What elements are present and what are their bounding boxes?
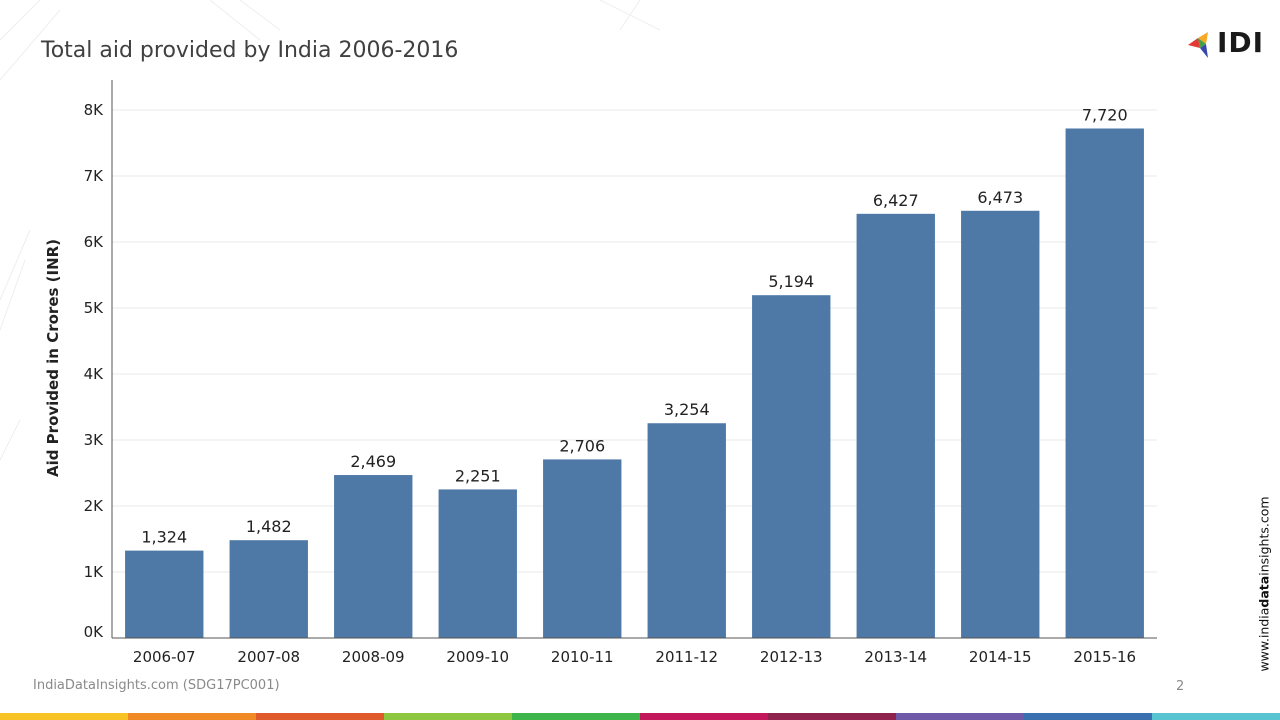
color-segment <box>896 713 1024 720</box>
data-label: 3,254 <box>664 400 710 419</box>
x-tick-label: 2015-16 <box>1073 648 1136 666</box>
idi-logo-icon <box>1188 32 1208 58</box>
website-suffix: insights.com <box>1256 496 1272 576</box>
x-tick-label: 2012-13 <box>760 648 823 666</box>
data-label: 2,469 <box>350 452 396 471</box>
data-label: 7,720 <box>1082 105 1128 124</box>
x-tick-labels: 2006-07 2007-08 2008-09 2009-10 2010-11 2011-… <box>133 648 1136 666</box>
color-segment <box>128 713 256 720</box>
x-tick-label: 2013-14 <box>864 648 927 666</box>
y-tick-label: 6K <box>84 233 105 251</box>
website-bold: data <box>1256 575 1272 608</box>
website-prefix: www.india <box>1256 607 1272 672</box>
bar[interactable] <box>752 295 831 638</box>
data-label: 1,482 <box>246 517 292 536</box>
y-tick-label: 2K <box>84 497 105 515</box>
x-tick-label: 2010-11 <box>551 648 614 666</box>
y-tick-label: 0K <box>84 623 105 641</box>
color-segment <box>640 713 768 720</box>
data-label: 1,324 <box>141 528 187 547</box>
bar[interactable] <box>647 423 726 638</box>
y-tick-label: 4K <box>84 365 105 383</box>
x-tick-label: 2014-15 <box>969 648 1032 666</box>
y-axis-title: Aid Provided in Crores (INR) <box>44 239 62 477</box>
bottom-color-bar <box>0 713 1280 720</box>
y-tick-label: 1K <box>84 563 105 581</box>
color-segment <box>384 713 512 720</box>
bar[interactable] <box>438 489 517 638</box>
bar[interactable] <box>334 475 413 638</box>
bar[interactable] <box>856 213 935 638</box>
bar-chart: 0K 1K 2K 3K 4K 5K 6K 7K 8K 1,324 1,482 2,469 2,251 2… <box>44 80 1157 666</box>
bar[interactable] <box>125 550 204 638</box>
page-number: 2 <box>1176 679 1185 694</box>
x-tick-label: 2008-09 <box>342 648 405 666</box>
x-tick-label: 2009-10 <box>446 648 509 666</box>
website-url[interactable]: www.indiadatainsights.com <box>1257 496 1272 671</box>
y-tick-label: 5K <box>84 299 105 317</box>
bar[interactable] <box>543 459 622 638</box>
bar[interactable] <box>1065 128 1144 639</box>
color-segment <box>0 713 128 720</box>
bar[interactable] <box>229 540 308 638</box>
color-segment <box>256 713 384 720</box>
bar[interactable] <box>961 210 1040 639</box>
logo-text: IDI <box>1217 26 1265 59</box>
y-tick-label: 8K <box>84 101 105 119</box>
data-label: 2,251 <box>455 466 501 485</box>
color-segment <box>768 713 896 720</box>
color-segment <box>512 713 640 720</box>
color-segment <box>1024 713 1152 720</box>
bars <box>125 128 1144 639</box>
data-labels: 1,324 1,482 2,469 2,251 2,706 3,254 5,194 6,427… <box>141 105 1127 546</box>
slide-title: Total aid provided by India 2006-2016 <box>41 38 459 63</box>
color-segment <box>1152 713 1280 720</box>
data-label: 6,473 <box>977 188 1023 207</box>
data-label: 2,706 <box>559 436 605 455</box>
y-tick-label: 7K <box>84 167 105 185</box>
data-label: 5,194 <box>768 272 814 291</box>
x-tick-label: 2006-07 <box>133 648 196 666</box>
footer-source: IndiaDataInsights.com (SDG17PC001) <box>33 678 280 693</box>
x-tick-label: 2011-12 <box>655 648 718 666</box>
y-tick-labels: 0K 1K 2K 3K 4K 5K 6K 7K 8K <box>84 101 105 641</box>
data-label: 6,427 <box>873 191 919 210</box>
y-tick-label: 3K <box>84 431 105 449</box>
x-tick-label: 2007-08 <box>237 648 300 666</box>
